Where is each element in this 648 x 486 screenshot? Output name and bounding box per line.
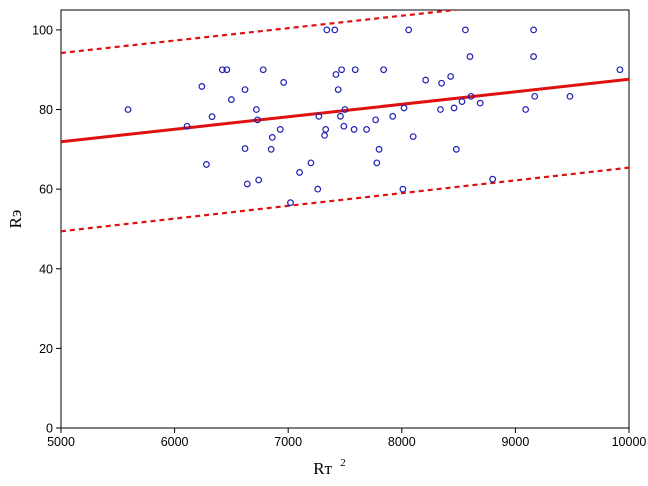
- data-point: [566, 92, 574, 100]
- data-point: [466, 53, 474, 60]
- y-tick-label: 60: [39, 183, 53, 197]
- data-point: [280, 79, 288, 86]
- x-axis-title-superscript: 2: [340, 457, 346, 469]
- data-point: [241, 86, 249, 94]
- data-point: [296, 169, 303, 176]
- y-tick-label: 80: [39, 103, 53, 117]
- x-tick-label: 7000: [274, 435, 302, 449]
- data-point: [314, 185, 322, 193]
- data-point: [458, 98, 466, 105]
- data-point: [259, 66, 267, 74]
- data-point: [340, 122, 348, 130]
- y-tick-label: 0: [46, 422, 53, 436]
- y-tick-label: 20: [39, 342, 53, 356]
- data-point: [350, 126, 358, 133]
- data-point: [338, 66, 345, 74]
- x-tick-label: 9000: [501, 435, 529, 449]
- data-point: [409, 133, 417, 140]
- data-point: [530, 53, 537, 60]
- y-tick-label: 40: [39, 262, 53, 276]
- data-point: [331, 26, 339, 34]
- data-point: [208, 113, 216, 121]
- data-point: [389, 112, 397, 120]
- data-point: [276, 126, 284, 133]
- data-point: [203, 161, 210, 168]
- data-point: [467, 92, 475, 100]
- data-point: [531, 92, 539, 100]
- data-point: [450, 104, 458, 112]
- data-point: [334, 86, 342, 94]
- data-point: [252, 106, 260, 113]
- data-point: [375, 145, 383, 153]
- data-point: [307, 159, 315, 167]
- data-point: [380, 66, 388, 74]
- data-point: [437, 106, 444, 113]
- data-point: [452, 145, 460, 153]
- data-point: [287, 199, 294, 207]
- x-tick-label: 6000: [161, 435, 189, 449]
- x-tick-label: 5000: [47, 435, 75, 449]
- data-point: [372, 116, 380, 124]
- data-point: [337, 112, 344, 120]
- data-point: [363, 126, 370, 133]
- x-tick-label: 8000: [388, 435, 416, 449]
- data-point: [400, 104, 408, 112]
- data-point: [373, 159, 381, 167]
- data-point: [227, 96, 235, 103]
- x-axis: 5000 6000 7000 8000 9000 10000: [47, 428, 646, 449]
- data-point: [254, 116, 261, 124]
- regression-line-group: [61, 77, 629, 144]
- data-point: [267, 145, 275, 153]
- x-axis-title: Rт: [313, 459, 332, 478]
- data-point: [243, 180, 251, 188]
- plot-frame: [60, 9, 630, 429]
- data-point: [438, 79, 445, 87]
- y-tick-label: 100: [32, 23, 53, 37]
- data-point: [341, 106, 349, 113]
- data-point: [323, 26, 331, 34]
- data-points: [124, 26, 624, 207]
- y-axis-title: Rэ: [6, 210, 25, 229]
- data-point: [405, 26, 413, 34]
- regression-line: [61, 77, 629, 144]
- x-axis-title-text: Rт: [313, 459, 332, 478]
- data-point: [616, 66, 624, 74]
- data-point: [462, 26, 469, 34]
- data-point: [241, 145, 249, 152]
- data-point: [522, 106, 530, 113]
- data-point: [447, 73, 455, 80]
- data-point: [332, 71, 340, 78]
- data-point: [124, 106, 132, 113]
- data-point: [399, 185, 407, 193]
- data-point: [315, 112, 323, 120]
- data-point: [218, 66, 226, 74]
- data-point: [268, 133, 276, 141]
- data-point: [422, 76, 430, 84]
- data-point: [530, 26, 537, 34]
- data-point: [489, 175, 497, 183]
- data-point: [255, 176, 263, 184]
- data-point: [476, 99, 484, 107]
- data-point: [198, 83, 206, 90]
- data-point: [223, 66, 231, 74]
- x-tick-label: 10000: [612, 435, 647, 449]
- data-point: [322, 126, 330, 133]
- data-point: [183, 122, 191, 130]
- data-point: [351, 66, 359, 74]
- y-axis: 0 20 40 60 80 100: [32, 23, 61, 436]
